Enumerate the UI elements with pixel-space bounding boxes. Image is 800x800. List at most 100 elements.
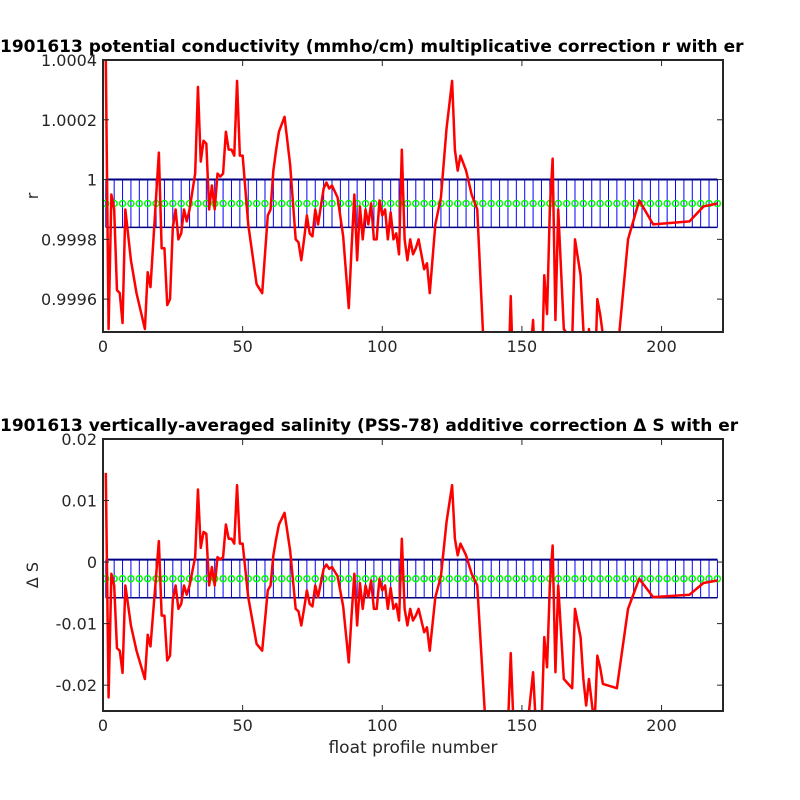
fit-marker	[194, 199, 202, 208]
fit-marker	[303, 199, 311, 208]
fit-marker	[118, 199, 127, 208]
fit-marker	[252, 574, 261, 583]
fit-marker	[646, 199, 655, 208]
fit-marker	[143, 199, 152, 208]
x-tick-label: 150	[507, 716, 538, 735]
fit-marker	[395, 574, 403, 583]
fit-marker	[487, 574, 495, 583]
x-axis-label: float profile number	[328, 738, 497, 758]
fit-marker	[169, 199, 177, 208]
fit-marker	[127, 199, 135, 208]
fit-marker	[345, 574, 353, 583]
fit-marker	[412, 199, 420, 208]
fit-marker	[428, 199, 437, 208]
y-tick-label: 0.9998	[41, 230, 97, 249]
fit-marker	[395, 199, 403, 208]
fit-marker	[604, 199, 613, 208]
fit-marker	[621, 199, 630, 208]
fit-marker	[420, 574, 428, 583]
fit-marker	[462, 199, 470, 208]
fit-marker	[512, 574, 521, 583]
fit-marker	[328, 199, 336, 208]
fit-marker	[663, 574, 671, 583]
fit-marker	[361, 574, 370, 583]
axes-box	[102, 59, 724, 333]
fit-marker	[143, 574, 152, 583]
fit-marker	[445, 199, 454, 208]
fit-marker	[135, 574, 144, 583]
fit-marker	[537, 574, 546, 583]
fit-marker	[671, 199, 680, 208]
fit-marker	[118, 574, 127, 583]
x-tick-label: 50	[232, 716, 252, 735]
fit-marker	[579, 199, 588, 208]
fit-marker	[345, 199, 353, 208]
fit-marker	[520, 574, 529, 583]
fit-marker	[504, 574, 512, 583]
fit-marker	[236, 574, 244, 583]
fit-marker	[261, 199, 269, 208]
y-tick-label: 1.0002	[41, 111, 97, 130]
fit-marker	[244, 199, 252, 208]
plot-area	[103, 472, 722, 711]
fit-marker	[169, 574, 177, 583]
fit-marker	[680, 199, 688, 208]
fit-marker	[688, 199, 697, 208]
y-axis-label: r	[23, 192, 42, 199]
y-tick-label: 1.0004	[41, 51, 97, 70]
fit-marker	[537, 199, 546, 208]
fit-marker	[177, 574, 185, 583]
fit-marker	[487, 199, 495, 208]
x-tick-label: 100	[367, 337, 398, 356]
fit-marker	[587, 199, 596, 208]
fit-marker	[236, 199, 244, 208]
data-line	[104, 472, 718, 711]
fit-marker	[613, 199, 621, 208]
fit-marker	[386, 574, 395, 583]
fit-marker	[562, 199, 571, 208]
fit-marker	[194, 574, 202, 583]
fit-marker	[621, 574, 630, 583]
x-tick-label: 200	[646, 337, 677, 356]
fit-marker	[613, 574, 621, 583]
fit-marker	[688, 574, 697, 583]
x-tick-label: 150	[507, 337, 538, 356]
fit-marker	[504, 199, 512, 208]
chart-title: 1901613 potential conductivity (mmho/cm)…	[0, 37, 744, 57]
y-tick-label: -0.02	[56, 676, 97, 695]
fit-marker	[571, 199, 579, 208]
x-tick-label: 0	[98, 337, 108, 356]
fit-marker	[629, 199, 638, 208]
fit-marker	[311, 199, 320, 208]
fit-marker	[303, 574, 311, 583]
fit-marker	[520, 199, 529, 208]
fit-marker	[655, 574, 663, 583]
fit-marker	[479, 574, 487, 583]
fit-marker	[277, 574, 286, 583]
fit-marker	[428, 574, 437, 583]
fit-marker	[219, 574, 227, 583]
fit-marker	[277, 199, 286, 208]
fit-marker	[445, 574, 454, 583]
fit-marker	[604, 574, 613, 583]
fit-marker	[696, 199, 705, 208]
x-tick-label: 200	[646, 716, 677, 735]
y-tick-label: 0.9996	[41, 290, 97, 309]
fit-marker	[328, 574, 336, 583]
fit-marker	[495, 199, 504, 208]
fit-marker	[420, 199, 428, 208]
fit-marker	[103, 574, 110, 583]
fit-marker	[386, 199, 395, 208]
fit-marker	[655, 199, 663, 208]
y-tick-label: 0	[87, 553, 97, 572]
fit-marker	[361, 199, 370, 208]
y-tick-label: 1	[87, 171, 97, 190]
fit-marker	[554, 199, 562, 208]
fit-marker	[571, 574, 579, 583]
axes-box	[102, 438, 724, 712]
fit-marker	[579, 574, 588, 583]
x-tick-label: 0	[98, 716, 108, 735]
fit-marker	[646, 574, 655, 583]
fit-marker	[127, 574, 135, 583]
fit-marker	[311, 574, 320, 583]
